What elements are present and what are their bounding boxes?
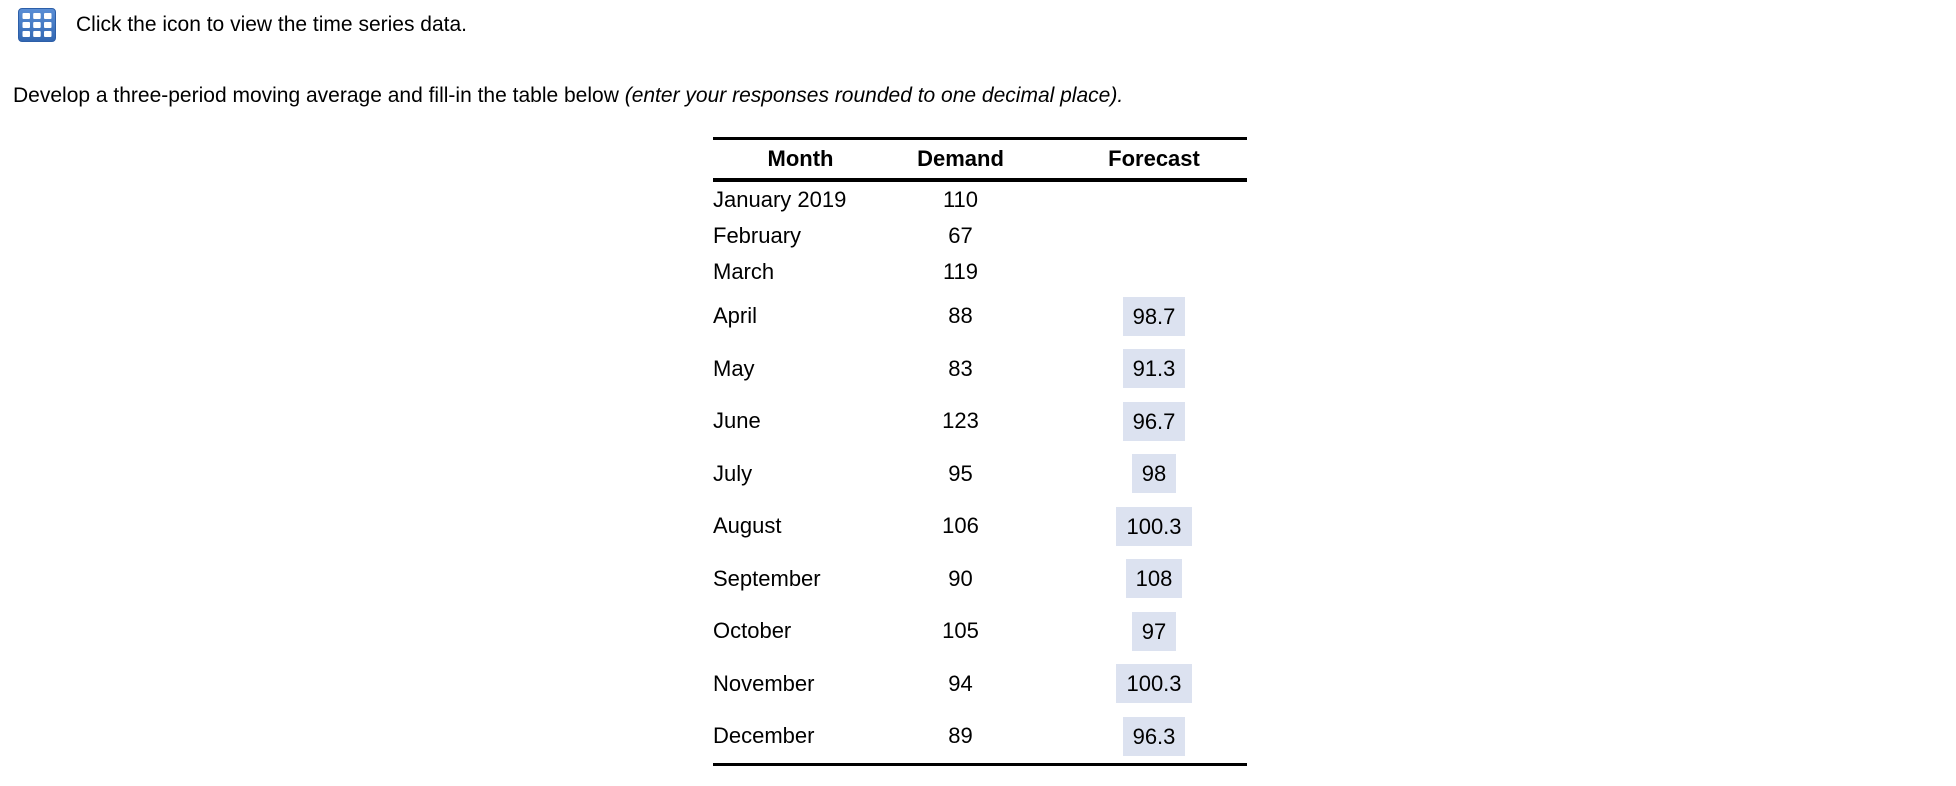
table-rule-header [713, 178, 1247, 182]
table-row: January 2019 110 [713, 182, 1247, 218]
demand-cell: 110 [942, 187, 979, 212]
month-cell: February [713, 223, 802, 248]
forecast-cell: 100.3 [1033, 506, 1247, 546]
demand-cell: 106 [942, 513, 979, 539]
table-row: August 106 100.3 [713, 500, 1247, 553]
instruction-line2-italic: (enter your responses rounded to one dec… [624, 84, 1124, 107]
table-row: October 105 97 [713, 605, 1247, 658]
instruction-line2-normal: Develop a three-period moving average an… [13, 84, 625, 107]
demand-cell: 95 [948, 460, 973, 486]
table-rule-bottom [713, 762, 1247, 766]
demand-cell: 119 [942, 259, 979, 284]
forecast-input[interactable]: 100.3 [1116, 506, 1192, 546]
instruction-line1: Click the icon to view the time series d… [76, 13, 468, 36]
demand-cell: 89 [948, 723, 973, 749]
forecast-input[interactable]: 100.3 [1116, 664, 1192, 704]
forecast-input[interactable]: 96.7 [1122, 401, 1186, 441]
month-cell: October [713, 618, 792, 644]
table-row: June 123 96.7 [713, 395, 1247, 448]
forecast-input[interactable]: 97 [1131, 611, 1177, 651]
forecast-cell: 100.3 [1033, 664, 1247, 704]
table-header-row: Month Demand Forecast [713, 140, 1247, 178]
table-row: December 89 96.3 [713, 710, 1247, 763]
month-cell: March [713, 259, 775, 284]
forecast-cell: 98.7 [1033, 296, 1247, 336]
forecast-input[interactable]: 91.3 [1122, 349, 1186, 389]
forecast-cell: 91.3 [1033, 349, 1247, 389]
header-demand: Demand [917, 146, 1004, 171]
table-row: July 95 98 [713, 448, 1247, 501]
month-cell: April [713, 303, 758, 329]
table-row: May 83 91.3 [713, 343, 1247, 396]
table-row: November 94 100.3 [713, 658, 1247, 711]
demand-cell: 90 [948, 565, 973, 591]
demand-cell: 105 [942, 618, 979, 644]
month-cell: June [713, 408, 761, 434]
demand-cell: 83 [948, 355, 973, 381]
forecast-input[interactable]: 98 [1131, 454, 1177, 494]
month-cell: July [713, 460, 753, 486]
table-row: September 90 108 [713, 553, 1247, 606]
data-table-icon[interactable] [18, 8, 56, 42]
table-row: April 88 98.7 [713, 290, 1247, 343]
instruction-row: Click the icon to view the time series d… [18, 8, 467, 42]
forecast-cell: 96.7 [1033, 401, 1247, 441]
month-cell: December [713, 723, 815, 749]
header-month: Month [767, 146, 834, 171]
demand-cell: 88 [948, 303, 973, 329]
table-row: March 119 [713, 254, 1247, 290]
forecast-cell: 98 [1033, 454, 1247, 494]
table-rule-top [713, 137, 1247, 140]
demand-cell: 67 [948, 223, 973, 248]
header-forecast: Forecast [1108, 146, 1200, 171]
forecast-input[interactable]: 98.7 [1122, 296, 1186, 336]
moving-average-table: Month Demand Forecast January 2019 110 F… [713, 137, 1247, 766]
forecast-input[interactable]: 108 [1125, 559, 1183, 599]
forecast-cell: 108 [1033, 559, 1247, 599]
month-cell: January 2019 [713, 187, 847, 212]
instruction-line2: Develop a three-period moving average an… [13, 84, 1123, 108]
demand-cell: 123 [942, 408, 979, 434]
forecast-input[interactable]: 96.3 [1122, 716, 1186, 756]
month-cell: August [713, 513, 782, 539]
demand-cell: 94 [948, 670, 973, 696]
month-cell: May [713, 355, 755, 381]
month-cell: September [713, 565, 821, 591]
table-row: February 67 [713, 218, 1247, 254]
month-cell: November [713, 670, 815, 696]
forecast-cell: 97 [1033, 611, 1247, 651]
forecast-cell: 96.3 [1033, 716, 1247, 756]
